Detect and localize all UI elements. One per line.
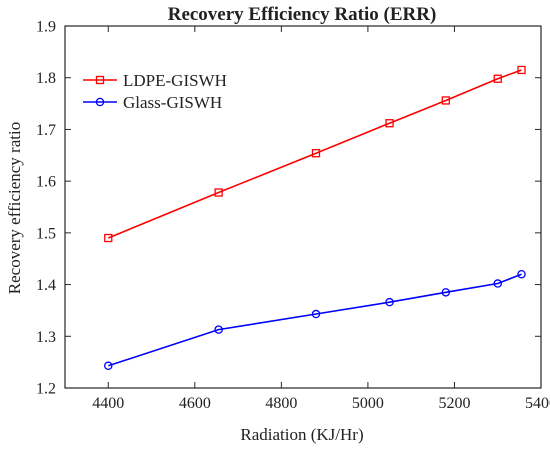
series-0 (104, 65, 526, 243)
data-point (214, 188, 223, 197)
data-point (385, 297, 394, 307)
series-layer (104, 65, 526, 371)
data-point (104, 361, 113, 371)
data-point (517, 65, 526, 75)
y-tick-label: 1.5 (36, 225, 56, 242)
y-tick-label: 1.6 (36, 174, 56, 191)
plot-area-frame (64, 25, 542, 389)
x-tick-label: 4800 (265, 395, 297, 412)
data-point (441, 96, 450, 105)
legend-label: Glass-GISWH (123, 93, 222, 112)
data-point (517, 269, 526, 279)
series-line (107, 69, 522, 239)
legend-label: LDPE-GISWH (123, 71, 227, 90)
legend-marker (95, 97, 105, 107)
data-point (441, 288, 451, 297)
x-tick-label: 5400 (525, 395, 550, 412)
data-point (214, 325, 223, 334)
series-1 (104, 269, 526, 371)
y-axis-label: Recovery efficiency ratio (5, 122, 24, 294)
data-point (104, 233, 113, 243)
y-tick-label: 1.7 (36, 122, 56, 139)
legend-marker (95, 75, 105, 85)
data-point (493, 279, 502, 288)
x-tick-label: 4400 (92, 395, 124, 412)
x-tick-label: 5200 (438, 395, 470, 412)
x-axis-label: Radiation (KJ/Hr) (240, 425, 363, 444)
data-point (493, 74, 502, 83)
legend: LDPE-GISWH Glass-GISWH (83, 71, 227, 112)
y-tick-label: 1.4 (36, 277, 56, 294)
legend-entry: LDPE-GISWH (83, 71, 227, 90)
axis-ticks: 4400 4600 4800 5000 5200 5400 1.2 1.3 1.4 1.5 1.6 1… (36, 19, 550, 413)
chart-title: Recovery Efficiency Ratio (ERR) (168, 4, 437, 25)
data-point (385, 119, 394, 128)
x-tick-label: 5000 (352, 395, 384, 412)
y-tick-label: 1.2 (36, 381, 56, 398)
series-line (108, 273, 522, 367)
y-tick-label: 1.8 (36, 70, 56, 87)
legend-entry: Glass-GISWH (83, 93, 222, 112)
data-point (311, 149, 321, 158)
y-tick-label: 1.3 (36, 329, 56, 346)
y-tick-label: 1.9 (36, 19, 56, 36)
x-tick-label: 4600 (179, 395, 211, 412)
data-point (311, 309, 321, 319)
